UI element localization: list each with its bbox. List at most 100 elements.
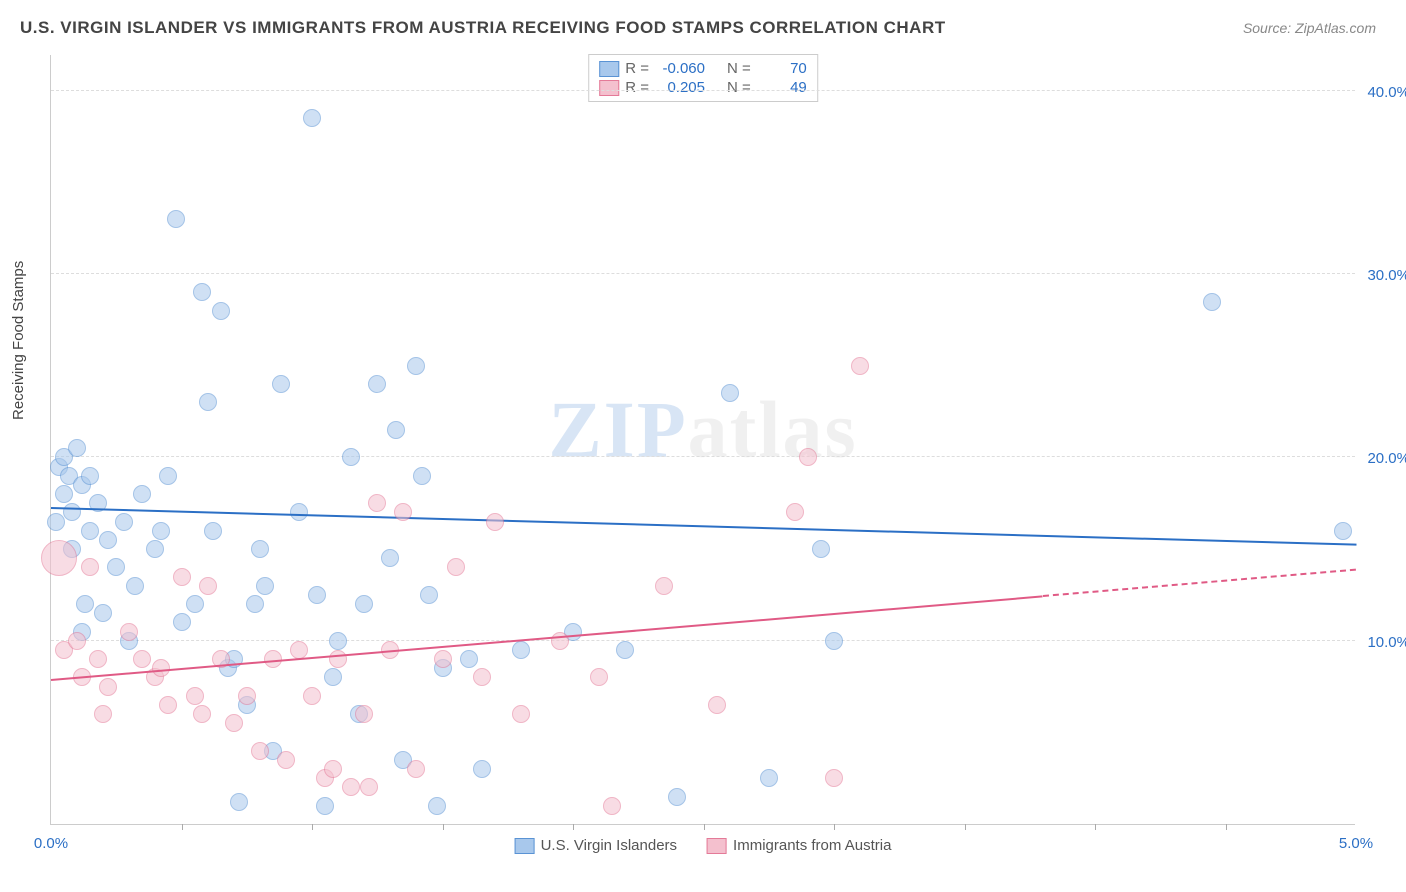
stats-legend-row: R =0.205N =49 [599, 78, 807, 97]
data-point [394, 503, 412, 521]
x-tick-label: 5.0% [1339, 835, 1373, 852]
data-point [225, 714, 243, 732]
data-point [329, 650, 347, 668]
data-point [512, 641, 530, 659]
data-point [68, 632, 86, 650]
n-label: N = [727, 60, 751, 77]
x-tick-mark [834, 824, 835, 830]
data-point [159, 696, 177, 714]
data-point [407, 760, 425, 778]
data-point [387, 421, 405, 439]
data-point [413, 467, 431, 485]
data-point [812, 540, 830, 558]
data-point [1334, 522, 1352, 540]
data-point [428, 797, 446, 815]
data-point [434, 650, 452, 668]
data-point [825, 632, 843, 650]
data-point [212, 302, 230, 320]
data-point [290, 503, 308, 521]
data-point [107, 558, 125, 576]
x-tick-label: 0.0% [34, 835, 68, 852]
data-point [199, 577, 217, 595]
legend-swatch [599, 80, 619, 96]
legend-swatch [707, 838, 727, 854]
data-point [381, 549, 399, 567]
data-point [159, 467, 177, 485]
data-point [81, 467, 99, 485]
chart-plot-area: ZIPatlas R =-0.060N =70R =0.205N =49 U.S… [50, 55, 1355, 825]
data-point [616, 641, 634, 659]
data-point [486, 513, 504, 531]
trend-line [51, 507, 1356, 546]
data-point [473, 668, 491, 686]
data-point [99, 678, 117, 696]
data-point [324, 760, 342, 778]
y-tick-label: 10.0% [1367, 634, 1406, 651]
data-point [68, 439, 86, 457]
gridline [51, 90, 1355, 91]
data-point [851, 357, 869, 375]
x-tick-mark [965, 824, 966, 830]
r-value: -0.060 [655, 60, 705, 77]
data-point [146, 540, 164, 558]
data-point [193, 283, 211, 301]
gridline [51, 640, 1355, 641]
data-point [324, 668, 342, 686]
data-point [173, 613, 191, 631]
data-point [167, 210, 185, 228]
data-point [76, 595, 94, 613]
data-point [368, 494, 386, 512]
data-point [186, 687, 204, 705]
data-point [199, 393, 217, 411]
gridline [51, 456, 1355, 457]
data-point [81, 522, 99, 540]
source-label: Source: ZipAtlas.com [1243, 20, 1376, 36]
data-point [173, 568, 191, 586]
data-point [407, 357, 425, 375]
data-point [94, 705, 112, 723]
data-point [447, 558, 465, 576]
gridline [51, 273, 1355, 274]
r-value: 0.205 [655, 79, 705, 96]
trend-line-dashed [1043, 569, 1356, 597]
data-point [251, 742, 269, 760]
data-point [251, 540, 269, 558]
data-point [55, 485, 73, 503]
data-point [238, 687, 256, 705]
data-point [272, 375, 290, 393]
data-point [360, 778, 378, 796]
data-point [99, 531, 117, 549]
data-point [342, 778, 360, 796]
data-point [256, 577, 274, 595]
data-point [152, 522, 170, 540]
data-point [603, 797, 621, 815]
y-axis-label: Receiving Food Stamps [10, 261, 27, 420]
x-tick-mark [704, 824, 705, 830]
data-point [668, 788, 686, 806]
data-point [230, 793, 248, 811]
y-tick-label: 20.0% [1367, 450, 1406, 467]
data-point [63, 503, 81, 521]
stats-legend-row: R =-0.060N =70 [599, 59, 807, 78]
x-tick-mark [1226, 824, 1227, 830]
data-point [551, 632, 569, 650]
data-point [316, 797, 334, 815]
legend-series-name: Immigrants from Austria [733, 837, 891, 854]
x-tick-mark [443, 824, 444, 830]
n-value: 70 [757, 60, 807, 77]
data-point [708, 696, 726, 714]
data-point [89, 650, 107, 668]
data-point [186, 595, 204, 613]
n-label: N = [727, 79, 751, 96]
y-tick-label: 30.0% [1367, 267, 1406, 284]
watermark-zip: ZIP [548, 386, 687, 474]
data-point [193, 705, 211, 723]
data-point [342, 448, 360, 466]
data-point [760, 769, 778, 787]
chart-header: U.S. VIRGIN ISLANDER VS IMMIGRANTS FROM … [0, 0, 1406, 48]
data-point [115, 513, 133, 531]
data-point [120, 623, 138, 641]
n-value: 49 [757, 79, 807, 96]
data-point [81, 558, 99, 576]
watermark-atlas: atlas [688, 386, 858, 474]
